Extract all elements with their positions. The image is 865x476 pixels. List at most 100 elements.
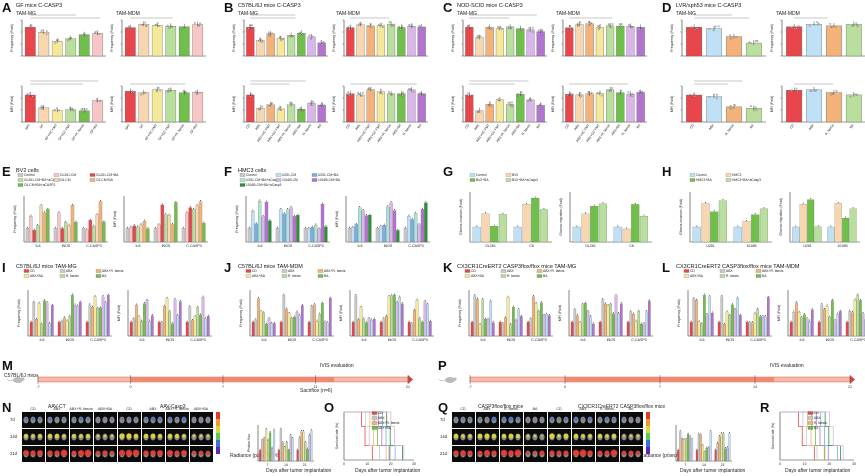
data-point: [634, 202, 636, 204]
bar: [629, 311, 633, 337]
data-point: [47, 207, 49, 209]
data-point: [734, 307, 736, 309]
bar: [78, 34, 90, 57]
y-label: Glioma invasion (Fold): [459, 199, 463, 235]
bar: [281, 442, 284, 462]
bioluminescence-signal: [97, 418, 99, 420]
data-point: [157, 25, 160, 27]
bioluminescence-signal: [587, 450, 593, 456]
data-point: [607, 23, 610, 26]
timeline-tick-label: 14: [314, 385, 318, 389]
bar: [407, 26, 416, 57]
panel-letter-q: Q: [438, 400, 449, 415]
category-label: C-CASP3: [412, 338, 428, 342]
scale-segment: [646, 426, 650, 433]
timeline-tick-label: 21: [406, 385, 410, 389]
bar: [616, 25, 625, 57]
data-point: [830, 93, 832, 96]
data-point: [357, 92, 360, 94]
bioluminescence-signal: [549, 450, 555, 456]
data-point: [184, 91, 187, 93]
data-point: [415, 211, 417, 213]
data-point: [46, 301, 48, 303]
bar: [695, 450, 698, 462]
chart-o-survival: Survival rate (%)0 10 20 30: [335, 411, 416, 466]
data-point: [531, 31, 534, 33]
bar: [703, 294, 706, 337]
y-label: Survival rate (%): [335, 423, 339, 450]
category-label: ABX+BA: [291, 123, 302, 137]
panel-letter-d: D: [662, 0, 672, 15]
data-point: [327, 321, 329, 323]
scale-segment: [646, 412, 650, 419]
bioluminescence-signal: [62, 417, 66, 421]
bioluminescence-signal: [71, 433, 77, 439]
category-label: CD: [789, 123, 795, 130]
bar: [192, 24, 204, 57]
bar: [273, 430, 276, 462]
data-point: [809, 90, 812, 92]
data-point: [759, 315, 761, 317]
data-point: [599, 320, 601, 322]
data-point: [599, 91, 601, 94]
data-point: [290, 101, 293, 104]
bar: [24, 94, 36, 123]
mouse-head-image: [556, 416, 562, 424]
bar: [148, 321, 151, 337]
data-point: [388, 295, 390, 297]
bar: [636, 92, 645, 123]
data-point: [171, 222, 173, 224]
panel-q-group-right: CX3CR1CreERT2 CASP3flox/flox mice: [578, 404, 666, 410]
scale-segment: [216, 426, 220, 433]
bar: [707, 447, 710, 462]
data-point: [718, 434, 720, 436]
timeline-arrow: [408, 375, 413, 384]
data-point: [534, 196, 536, 198]
bioluminescence-signal: [514, 449, 522, 457]
bar: [581, 304, 585, 337]
tick-label: 0: [343, 462, 345, 466]
category-label: C6: [629, 244, 634, 248]
bar: [265, 429, 268, 462]
bar: [836, 313, 839, 337]
bar: [595, 93, 604, 123]
bar: [531, 197, 540, 243]
mouse-head-image: [191, 416, 197, 424]
data-point: [739, 313, 741, 315]
data-point: [689, 435, 691, 437]
y-label: MFI (Fold): [232, 96, 236, 113]
category-label: iNOS: [607, 338, 616, 342]
legend-label: ABX+R. faecis: [324, 269, 346, 273]
data-point: [404, 226, 406, 228]
data-point: [716, 93, 718, 96]
bioluminescence-signal: [478, 417, 482, 421]
bar: [756, 309, 760, 337]
bar: [261, 440, 264, 462]
bar: [65, 38, 77, 57]
data-point: [527, 320, 529, 322]
data-point: [803, 313, 805, 315]
data-point: [569, 92, 572, 95]
data-point: [529, 98, 532, 100]
data-point: [318, 227, 320, 229]
data-point: [569, 28, 572, 30]
ivis-column-label: ABX+R. faecis: [69, 407, 92, 411]
bar: [354, 224, 358, 243]
bar: [476, 298, 479, 337]
bioluminescence-signal: [158, 434, 162, 438]
legend-swatch: [317, 269, 324, 273]
data-point: [424, 300, 426, 302]
legend-label: ABX: [726, 269, 733, 273]
bioluminescence-signal: [541, 418, 543, 420]
mouse-head-image: [198, 416, 204, 424]
category-label: 14: [284, 463, 288, 467]
category-label: 1016B: [746, 244, 757, 248]
category-label: IL6: [481, 338, 486, 342]
bar: [95, 214, 99, 243]
data-point: [391, 24, 394, 26]
category-label: IL6: [262, 338, 267, 342]
bar: [361, 210, 365, 243]
bar: [751, 322, 754, 337]
bar: [590, 206, 599, 243]
ivis-column-label: BA: [629, 407, 634, 411]
